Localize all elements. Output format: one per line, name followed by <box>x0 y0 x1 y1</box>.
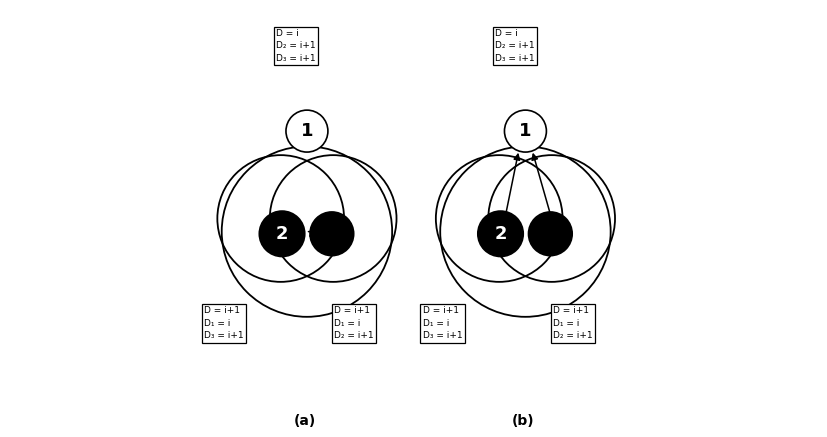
Text: D = i
D₂ = i+1
D₃ = i+1: D = i D₂ = i+1 D₃ = i+1 <box>495 29 533 63</box>
Text: D = i+1
D₁ = i
D₂ = i+1: D = i+1 D₁ = i D₂ = i+1 <box>334 306 374 340</box>
Text: 1: 1 <box>300 122 313 140</box>
Text: D = i+1
D₁ = i
D₃ = i+1: D = i+1 D₁ = i D₃ = i+1 <box>423 306 461 340</box>
Text: (b): (b) <box>511 414 534 428</box>
Text: D = i
D₂ = i+1
D₃ = i+1: D = i D₂ = i+1 D₃ = i+1 <box>276 29 316 63</box>
Circle shape <box>504 110 546 152</box>
Circle shape <box>528 212 571 256</box>
Text: 2: 2 <box>494 225 506 243</box>
Circle shape <box>477 211 523 257</box>
Circle shape <box>309 212 353 256</box>
Circle shape <box>259 211 304 257</box>
Text: D = i+1
D₁ = i
D₃ = i+1: D = i+1 D₁ = i D₃ = i+1 <box>204 306 244 340</box>
Text: (a): (a) <box>294 414 315 428</box>
Circle shape <box>285 110 327 152</box>
Text: 2: 2 <box>275 225 288 243</box>
Text: 1: 1 <box>519 122 531 140</box>
Text: D = i+1
D₁ = i
D₂ = i+1: D = i+1 D₁ = i D₂ = i+1 <box>552 306 592 340</box>
